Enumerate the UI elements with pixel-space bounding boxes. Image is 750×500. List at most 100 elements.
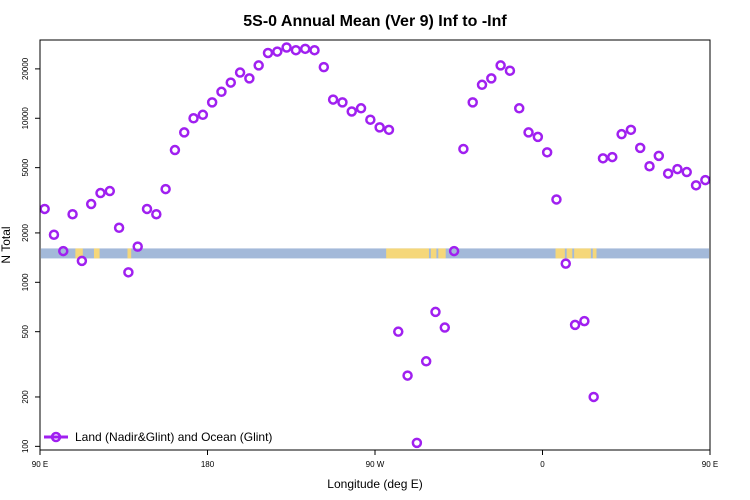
data-point xyxy=(365,114,376,125)
y-tick-label: 200 xyxy=(21,390,30,404)
data-point xyxy=(123,267,134,278)
data-point xyxy=(644,160,655,172)
data-point xyxy=(39,203,50,215)
land-segment xyxy=(93,248,100,259)
data-point xyxy=(178,127,190,138)
data-point xyxy=(448,245,460,257)
data-point xyxy=(420,356,432,367)
chart-title: 5S-0 Annual Mean (Ver 9) Inf to -Inf xyxy=(243,13,507,30)
data-point xyxy=(244,73,255,84)
data-point xyxy=(272,46,283,57)
data-point xyxy=(551,194,562,205)
land-segment xyxy=(438,248,446,259)
data-point xyxy=(262,47,274,59)
data-point xyxy=(374,122,385,133)
data-point xyxy=(653,150,665,162)
data-point xyxy=(607,151,618,163)
land-segment xyxy=(127,248,132,259)
y-tick-label: 10000 xyxy=(21,107,30,130)
data-point xyxy=(662,168,674,179)
data-point xyxy=(616,128,627,140)
data-point xyxy=(588,391,599,403)
data-point xyxy=(402,370,413,381)
data-point xyxy=(160,183,171,195)
data-point xyxy=(346,106,357,117)
data-point xyxy=(569,319,581,331)
data-point xyxy=(458,143,469,155)
data-point xyxy=(532,131,544,143)
data-point xyxy=(234,67,246,78)
y-axis: 100 200 500 1000 2000 5000 10000 20000 xyxy=(21,57,40,453)
y-tick-label: 1000 xyxy=(21,273,30,291)
x-tick-label: 0 xyxy=(540,460,545,469)
data-point xyxy=(597,153,609,164)
data-point xyxy=(169,144,181,156)
data-point xyxy=(411,437,423,449)
data-point xyxy=(513,103,525,114)
data-point xyxy=(95,187,106,199)
legend-marker xyxy=(50,431,62,443)
data-point xyxy=(76,255,88,267)
land-segment xyxy=(75,248,83,259)
data-point xyxy=(48,229,60,240)
series-points xyxy=(39,42,711,449)
map-strip xyxy=(41,248,709,259)
x-axis: 90 E 180 90 W 0 90 E xyxy=(32,450,718,469)
data-point xyxy=(132,241,143,252)
land-segment xyxy=(592,248,597,259)
legend: Land (Nadir&Glint) and Ocean (Glint) xyxy=(44,430,272,444)
data-point xyxy=(467,97,478,108)
data-point xyxy=(393,326,404,337)
x-tick-label: 90 E xyxy=(32,460,48,469)
data-point xyxy=(681,166,692,178)
x-tick-label: 90 W xyxy=(366,460,385,469)
data-point xyxy=(318,61,330,73)
data-point xyxy=(495,60,506,71)
data-point xyxy=(281,42,292,53)
land-segment xyxy=(386,248,429,259)
data-point xyxy=(225,77,237,88)
y-tick-label: 5000 xyxy=(21,158,30,176)
data-point xyxy=(67,208,78,220)
data-point xyxy=(141,203,153,215)
data-point xyxy=(216,86,227,98)
data-point xyxy=(327,94,339,105)
data-point xyxy=(672,163,683,175)
data-point xyxy=(430,306,441,318)
data-point xyxy=(634,142,646,154)
data-point xyxy=(151,208,162,220)
data-point xyxy=(625,124,637,136)
data-point xyxy=(700,174,711,186)
data-point xyxy=(337,97,348,108)
y-axis-label: N Total xyxy=(0,226,13,263)
data-point xyxy=(253,60,264,71)
data-point xyxy=(290,44,302,56)
data-point xyxy=(299,43,311,55)
data-point xyxy=(541,147,553,158)
y-tick-label: 100 xyxy=(21,439,30,453)
data-point xyxy=(690,180,702,191)
y-tick-label: 2000 xyxy=(21,223,30,241)
data-point xyxy=(383,124,395,136)
data-point xyxy=(560,258,572,269)
y-tick-label: 500 xyxy=(21,324,30,338)
y-tick-label: 20000 xyxy=(21,57,30,80)
x-tick-label: 180 xyxy=(201,460,215,469)
legend-label: Land (Nadir&Glint) and Ocean (Glint) xyxy=(75,430,272,444)
land-segment xyxy=(566,248,573,259)
x-tick-label: 90 E xyxy=(702,460,718,469)
land-segment xyxy=(574,248,591,259)
data-point xyxy=(579,315,590,327)
data-point xyxy=(504,65,516,76)
ocean-band xyxy=(41,248,709,259)
data-point xyxy=(188,113,199,124)
data-point xyxy=(523,127,534,138)
land-segment xyxy=(430,248,437,259)
data-point xyxy=(113,222,125,234)
data-point xyxy=(486,73,497,84)
data-point xyxy=(476,79,488,91)
data-point xyxy=(197,109,209,121)
data-point xyxy=(104,185,116,197)
data-point xyxy=(309,44,320,56)
